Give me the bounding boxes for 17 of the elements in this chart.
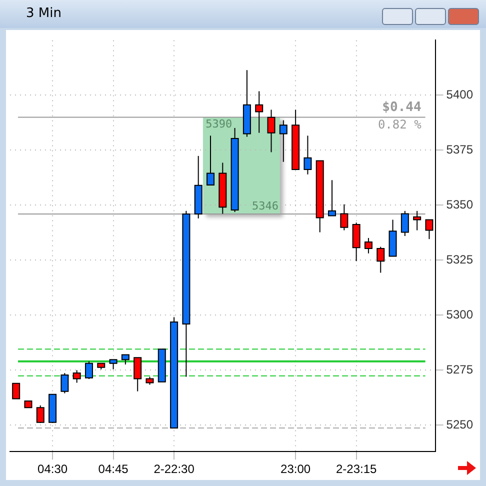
- ref-line-label: 5346: [252, 199, 279, 212]
- ref-line-label: 5390: [206, 118, 232, 131]
- x-tick-label: 04:45: [98, 462, 129, 476]
- y-tick-label: 5300: [446, 308, 474, 322]
- chart-title: 3 Min: [26, 6, 62, 21]
- x-tick-label: 04:30: [38, 462, 68, 476]
- y-tick-label: 5250: [446, 418, 474, 432]
- y-tick-label: 5350: [446, 198, 474, 212]
- x-tick-label: 23:00: [280, 462, 311, 476]
- y-tick-label: 5325: [446, 252, 474, 267]
- y-tick-label: 5375: [446, 142, 474, 157]
- y-tick-label: 5275: [446, 362, 474, 377]
- x-tick-label: 2-22:30: [154, 462, 195, 476]
- annotation: $0.44: [382, 100, 422, 116]
- annotation: 0.82 %: [378, 117, 422, 132]
- y-tick-label: 5400: [446, 88, 474, 102]
- x-tick-label: 2-23:15: [336, 462, 377, 476]
